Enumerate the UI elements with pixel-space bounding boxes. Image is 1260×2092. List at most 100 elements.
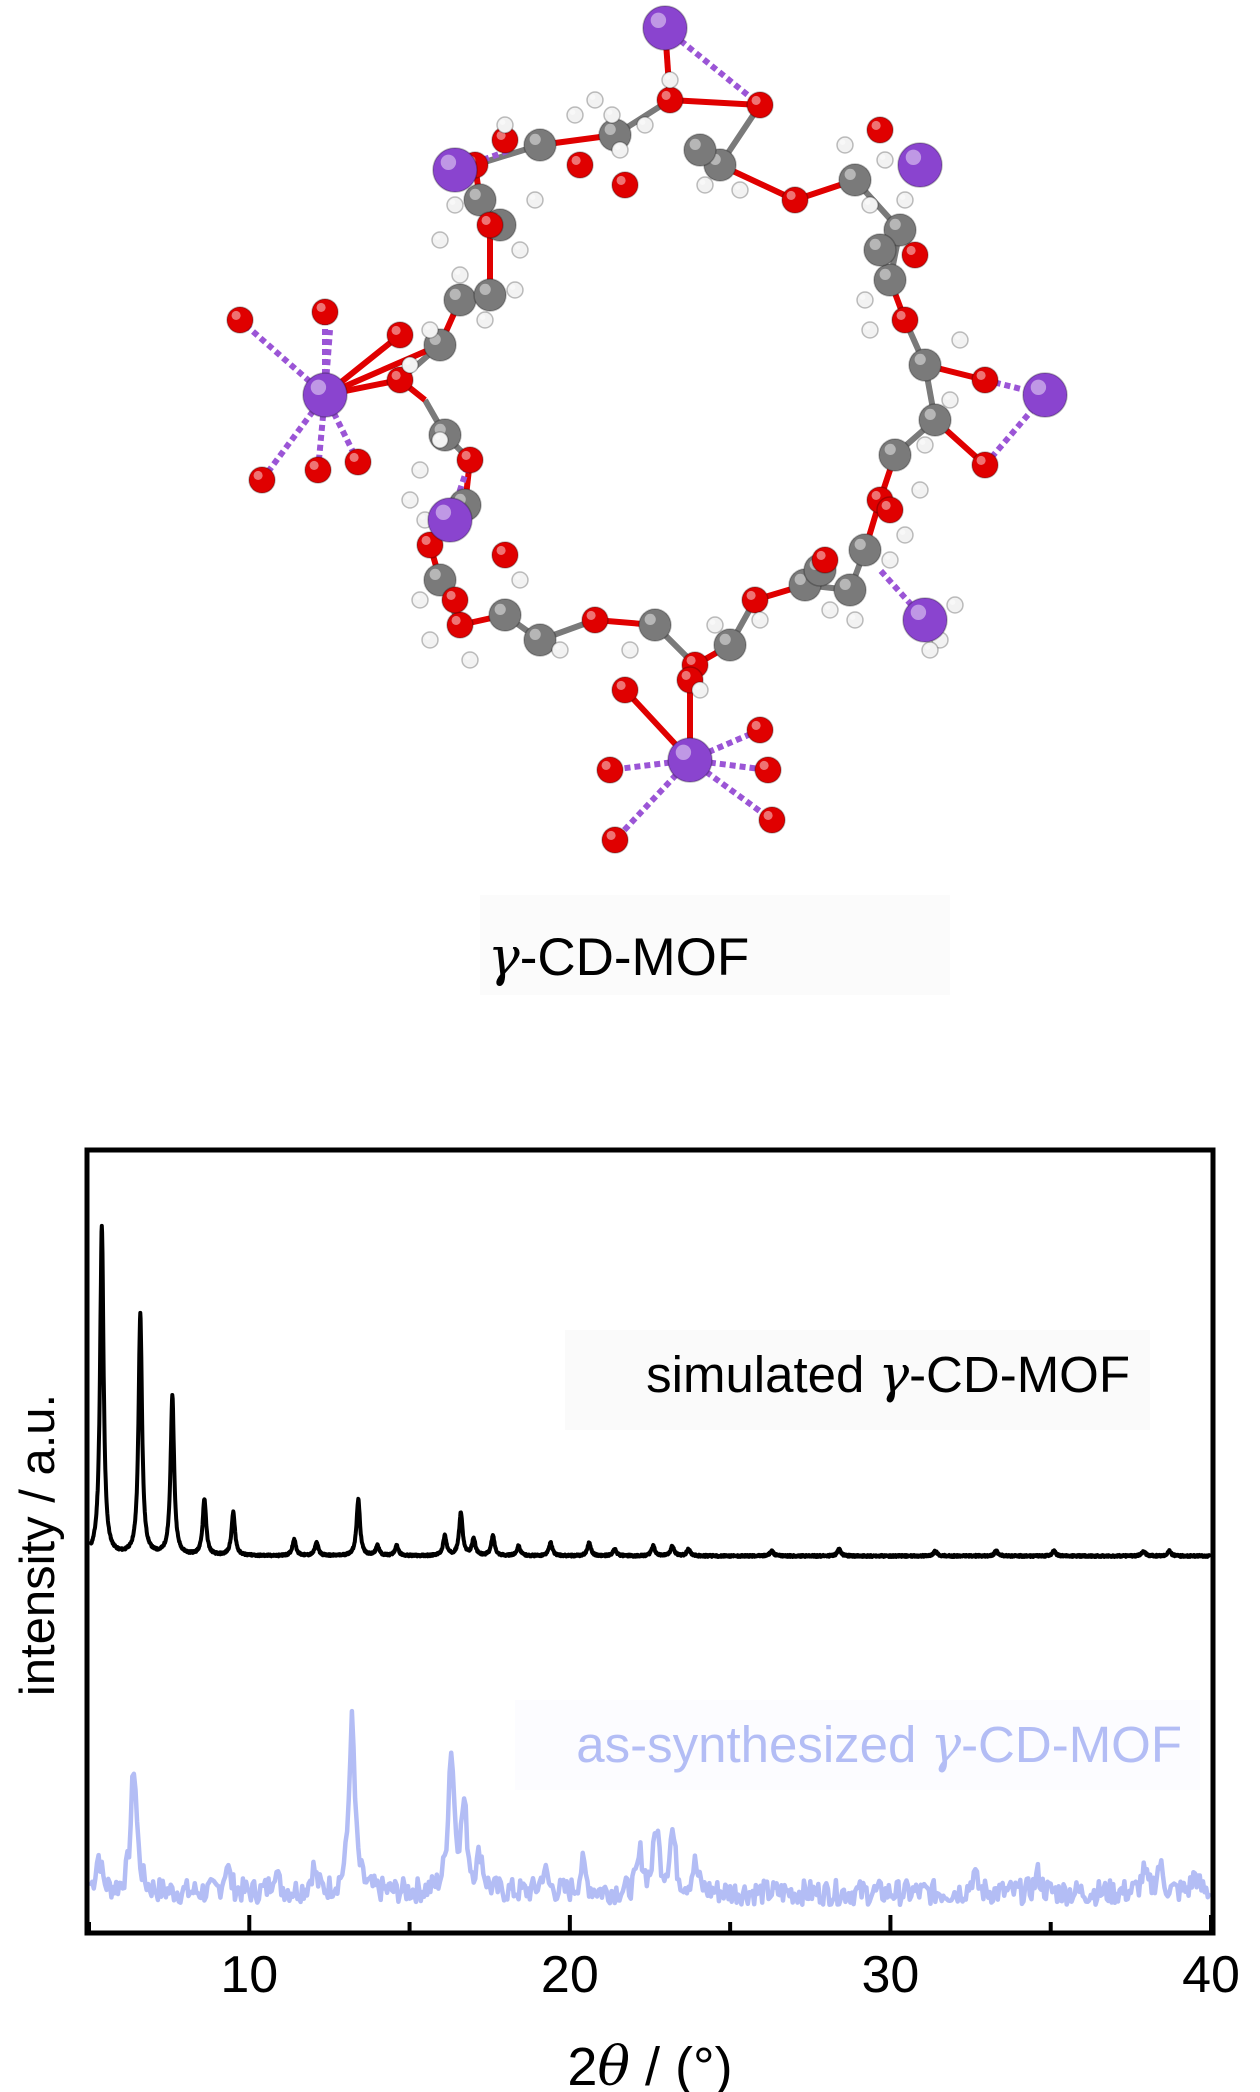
potassium-atom-highlight bbox=[905, 149, 922, 165]
hydrogen-atom bbox=[421, 631, 439, 649]
hydrogen-atom bbox=[603, 106, 621, 124]
hydrogen-atom bbox=[451, 266, 469, 284]
oxygen-atom-highlight bbox=[496, 545, 506, 555]
oxygen-atom bbox=[611, 676, 639, 704]
hydrogen-atom-highlight bbox=[864, 324, 871, 331]
hydrogen-atom bbox=[461, 651, 479, 669]
potassium-atom bbox=[302, 372, 348, 418]
legend-simulated: simulated γ-CD-MOF bbox=[646, 1346, 1130, 1405]
carbon-atom-highlight bbox=[854, 538, 866, 551]
hydrogen-atom-highlight bbox=[514, 574, 521, 580]
oxygen-atom bbox=[566, 151, 594, 179]
oxygen-atom-highlight bbox=[391, 370, 401, 381]
oxygen-atom bbox=[866, 116, 894, 144]
hydrogen-atom bbox=[911, 481, 929, 499]
oxygen-atom bbox=[581, 606, 609, 634]
hydrogen-atom bbox=[821, 601, 839, 619]
hydrogen-atom bbox=[846, 611, 864, 629]
hydrogen-atom-highlight bbox=[944, 394, 951, 401]
carbon-atom bbox=[523, 623, 557, 657]
hydrogen-atom bbox=[411, 461, 429, 479]
hydrogen-atom bbox=[706, 616, 724, 634]
legend-background-simulated bbox=[565, 1330, 1150, 1430]
bond bbox=[688, 757, 774, 823]
x-tick-label: 40 bbox=[1182, 1946, 1240, 2004]
hydrogen-atom-highlight bbox=[514, 244, 521, 250]
hydrogen-atom-highlight bbox=[694, 684, 701, 690]
carbon-atom bbox=[713, 628, 747, 662]
hydrogen-atom bbox=[586, 91, 604, 109]
hydrogen-atom-highlight bbox=[639, 119, 646, 125]
hydrogen-atom bbox=[431, 231, 449, 249]
hydrogen-atom-highlight bbox=[849, 614, 856, 620]
hydrogen-atom-highlight bbox=[824, 604, 831, 610]
hydrogen-atom-highlight bbox=[954, 334, 961, 341]
hydrogen-atom bbox=[401, 491, 419, 509]
hydrogen-atom bbox=[691, 681, 709, 699]
carbon-atom-highlight bbox=[469, 188, 481, 200]
potassium-atom bbox=[897, 142, 943, 188]
carbon-atom bbox=[638, 608, 672, 642]
hydrogen-atom bbox=[431, 431, 449, 449]
carbon-atom bbox=[473, 278, 507, 312]
potassium-atom-highlight bbox=[440, 154, 457, 170]
oxygen-atom-highlight bbox=[759, 760, 769, 770]
hydrogen-atom bbox=[881, 551, 899, 569]
hydrogen-atom-highlight bbox=[699, 179, 706, 185]
potassium-atom bbox=[642, 5, 688, 51]
hydrogen-atom-highlight bbox=[754, 614, 761, 620]
caption-gamma: γ bbox=[488, 927, 520, 988]
oxygen-atom bbox=[901, 241, 929, 269]
oxygen-atom-highlight bbox=[601, 760, 611, 770]
oxygen-atom bbox=[746, 716, 774, 744]
potassium-atom-highlight bbox=[1030, 379, 1047, 395]
hydrogen-atom bbox=[446, 196, 464, 214]
oxygen-atom-highlight bbox=[871, 490, 881, 501]
oxygen-atom-highlight bbox=[786, 190, 796, 200]
hydrogen-atom bbox=[951, 331, 969, 349]
oxygen-atom bbox=[971, 451, 999, 479]
series-layer bbox=[88, 1223, 1212, 1908]
carbon-atom bbox=[833, 573, 867, 607]
oxygen-atom bbox=[781, 186, 809, 214]
hydrogen-atom bbox=[611, 141, 629, 159]
hydrogen-atom-highlight bbox=[404, 359, 411, 366]
legend-synthesized-prefix: as-synthesized bbox=[576, 1716, 930, 1773]
oxygen-atom bbox=[476, 211, 504, 239]
bond bbox=[669, 97, 761, 108]
hydrogen-atom bbox=[946, 596, 964, 614]
hydrogen-atom bbox=[731, 181, 749, 199]
carbon-atom bbox=[443, 283, 477, 317]
legend-synthesized-gamma: γ bbox=[931, 1716, 962, 1775]
oxygen-atom-highlight bbox=[451, 615, 461, 625]
carbon-atom bbox=[848, 533, 882, 567]
oxygen-atom bbox=[746, 91, 774, 119]
hydrogen-atom-highlight bbox=[569, 109, 576, 115]
oxygen-atom-highlight bbox=[976, 370, 986, 381]
hydrogen-atom bbox=[861, 196, 879, 214]
carbon-atom bbox=[883, 213, 917, 247]
carbon-atom-highlight bbox=[449, 288, 461, 300]
hydrogen-atom bbox=[551, 641, 569, 659]
potassium-atom bbox=[432, 147, 478, 193]
oxygen-atom bbox=[811, 546, 839, 574]
potassium-atom bbox=[427, 497, 473, 543]
oxygen-atom-highlight bbox=[253, 470, 263, 481]
hydrogen-atom-highlight bbox=[949, 599, 956, 605]
pxrd-chart: 10 20 30 40 simulated γ-CD-MOF as-synthesiz… bbox=[11, 1147, 1240, 2092]
carbon-atom bbox=[683, 133, 717, 167]
hydrogen-atom bbox=[921, 641, 939, 659]
hydrogen-atom bbox=[511, 241, 529, 259]
hydrogen-atom-highlight bbox=[839, 139, 846, 145]
x-tick-label: 10 bbox=[220, 1946, 278, 2004]
carbon-atom bbox=[838, 163, 872, 197]
hydrogen-atom-highlight bbox=[424, 634, 431, 640]
hydrogen-atom bbox=[696, 176, 714, 194]
oxygen-atom bbox=[741, 586, 769, 614]
oxygen-atom bbox=[876, 496, 904, 524]
oxygen-atom bbox=[971, 366, 999, 394]
carbon-atom bbox=[488, 598, 522, 632]
bond bbox=[238, 317, 327, 398]
hydrogen-atom bbox=[496, 116, 514, 134]
x-axis-label-unit: / (°) bbox=[630, 2037, 733, 2092]
